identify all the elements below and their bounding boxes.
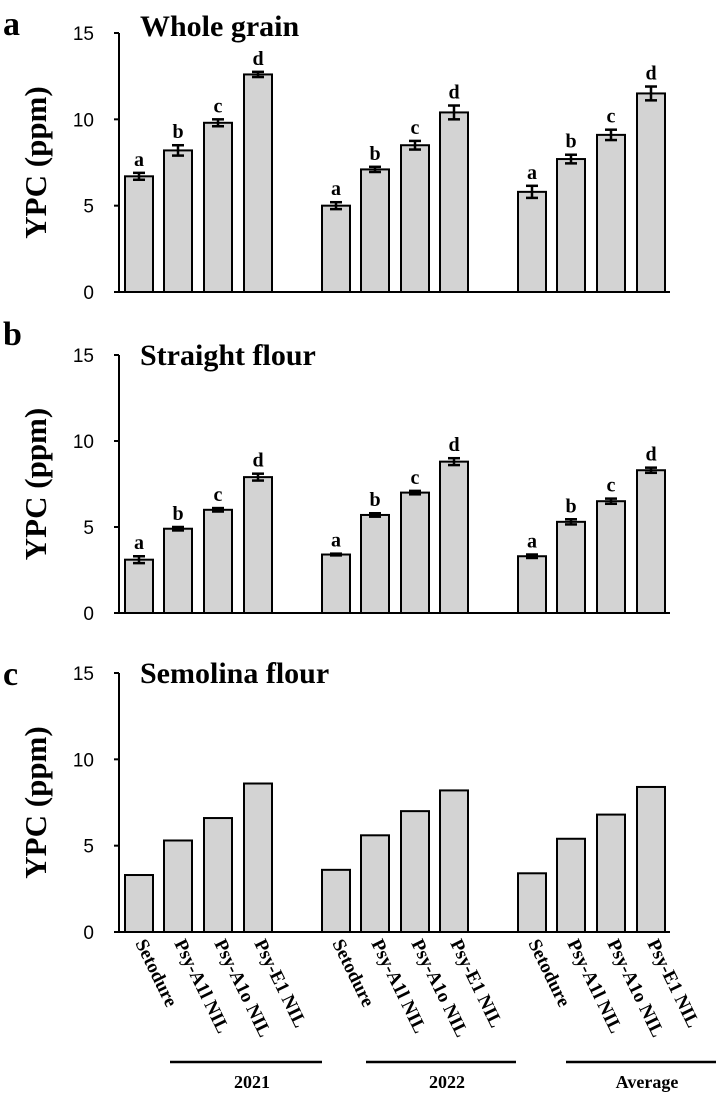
panel-b: b Straight flour YPC (ppm) 0 5 10 15 a b c d a b c d a b… bbox=[3, 316, 670, 625]
bar-3 bbox=[203, 817, 233, 933]
bar-6 bbox=[360, 513, 390, 615]
significance-letter: a bbox=[134, 532, 144, 554]
bar-3 bbox=[203, 508, 233, 614]
significance-letter: a bbox=[527, 162, 537, 184]
panel-letter: a bbox=[3, 6, 20, 43]
significance-letter: d bbox=[448, 82, 459, 104]
panel-letter: c bbox=[3, 656, 18, 693]
significance-letter: c bbox=[214, 95, 223, 117]
significance-letter: c bbox=[607, 475, 616, 497]
significance-letter: d bbox=[448, 434, 459, 456]
significance-letter: d bbox=[645, 444, 656, 466]
significance-letter: c bbox=[411, 467, 420, 489]
bar-4 bbox=[243, 782, 273, 933]
bar-9 bbox=[517, 190, 547, 293]
y-tick-label: 15 bbox=[73, 24, 94, 45]
bar-10 bbox=[556, 837, 586, 934]
x-group-labels: 2021 2022 Average bbox=[170, 1060, 716, 1092]
bar-5 bbox=[321, 204, 351, 294]
group-label: Average bbox=[616, 1072, 679, 1092]
bar-10 bbox=[556, 520, 586, 615]
bar-7 bbox=[400, 491, 430, 615]
bar-7 bbox=[400, 810, 430, 934]
significance-letter: a bbox=[331, 178, 341, 200]
bar-10 bbox=[556, 158, 586, 293]
bar-1 bbox=[124, 175, 154, 294]
group-label: 2021 bbox=[234, 1072, 270, 1092]
significance-letter: c bbox=[411, 117, 420, 139]
y-axis-label: YPC (ppm) bbox=[18, 408, 53, 560]
bar-8 bbox=[439, 789, 469, 933]
y-tick-label: 10 bbox=[73, 110, 94, 131]
bar-12 bbox=[636, 469, 666, 614]
bar-4 bbox=[243, 73, 273, 293]
y-tick-label: 15 bbox=[73, 664, 94, 685]
y-tick-label: 10 bbox=[73, 750, 94, 771]
significance-letter: d bbox=[252, 450, 263, 472]
significance-letter: a bbox=[134, 149, 144, 171]
bar-5 bbox=[321, 553, 351, 615]
significance-letter: d bbox=[252, 48, 263, 70]
bar-6 bbox=[360, 168, 390, 293]
y-tick-label: 0 bbox=[83, 604, 94, 625]
significance-letter: c bbox=[607, 106, 616, 128]
bar-2 bbox=[163, 527, 193, 614]
significance-letter: b bbox=[565, 131, 576, 153]
y-tick-label: 5 bbox=[83, 197, 94, 218]
group-label: 2022 bbox=[429, 1072, 465, 1092]
bar-2 bbox=[163, 149, 193, 293]
significance-letter: a bbox=[331, 530, 341, 552]
bar-2 bbox=[163, 839, 193, 934]
panel-title: Whole grain bbox=[140, 10, 299, 43]
bar-5 bbox=[321, 868, 351, 934]
bar-9 bbox=[517, 872, 547, 933]
y-tick-label: 5 bbox=[83, 518, 94, 539]
panel-letter: b bbox=[3, 316, 22, 353]
bar-12 bbox=[636, 92, 666, 293]
y-tick-label: 10 bbox=[73, 432, 94, 453]
y-tick-label: 15 bbox=[73, 346, 94, 367]
panel-title: Semolina flour bbox=[140, 657, 329, 690]
bar-1 bbox=[124, 874, 154, 934]
significance-letter: b bbox=[369, 489, 380, 511]
bar-11 bbox=[596, 133, 626, 293]
bar-4 bbox=[243, 476, 273, 614]
significance-letter: b bbox=[565, 495, 576, 517]
y-tick-label: 0 bbox=[83, 923, 94, 944]
bar-11 bbox=[596, 500, 626, 615]
significance-letter: d bbox=[645, 63, 656, 85]
bar-12 bbox=[636, 785, 666, 934]
significance-letter: c bbox=[214, 484, 223, 506]
y-axis-label: YPC (ppm) bbox=[18, 86, 53, 238]
bar-8 bbox=[439, 111, 469, 293]
significance-letter: b bbox=[172, 121, 183, 143]
panel-a: a Whole grain YPC (ppm) 0 5 10 15 a b c d a b c d a b c d bbox=[3, 6, 670, 304]
bar-6 bbox=[360, 834, 390, 933]
bar-7 bbox=[400, 144, 430, 293]
bar-9 bbox=[517, 555, 547, 614]
panel-title: Straight flour bbox=[140, 339, 316, 372]
y-tick-label: 5 bbox=[83, 837, 94, 858]
significance-letter: b bbox=[369, 143, 380, 165]
bar-11 bbox=[596, 813, 626, 933]
significance-letter: b bbox=[172, 503, 183, 525]
y-tick-label: 0 bbox=[83, 283, 94, 304]
bar-8 bbox=[439, 460, 469, 615]
significance-letter: a bbox=[527, 531, 537, 553]
bar-3 bbox=[203, 121, 233, 293]
y-axis-label: YPC (ppm) bbox=[18, 726, 53, 878]
panel-c: c Semolina flour YPC (ppm) 0 5 10 15 bbox=[3, 656, 670, 944]
bar-1 bbox=[124, 558, 154, 614]
